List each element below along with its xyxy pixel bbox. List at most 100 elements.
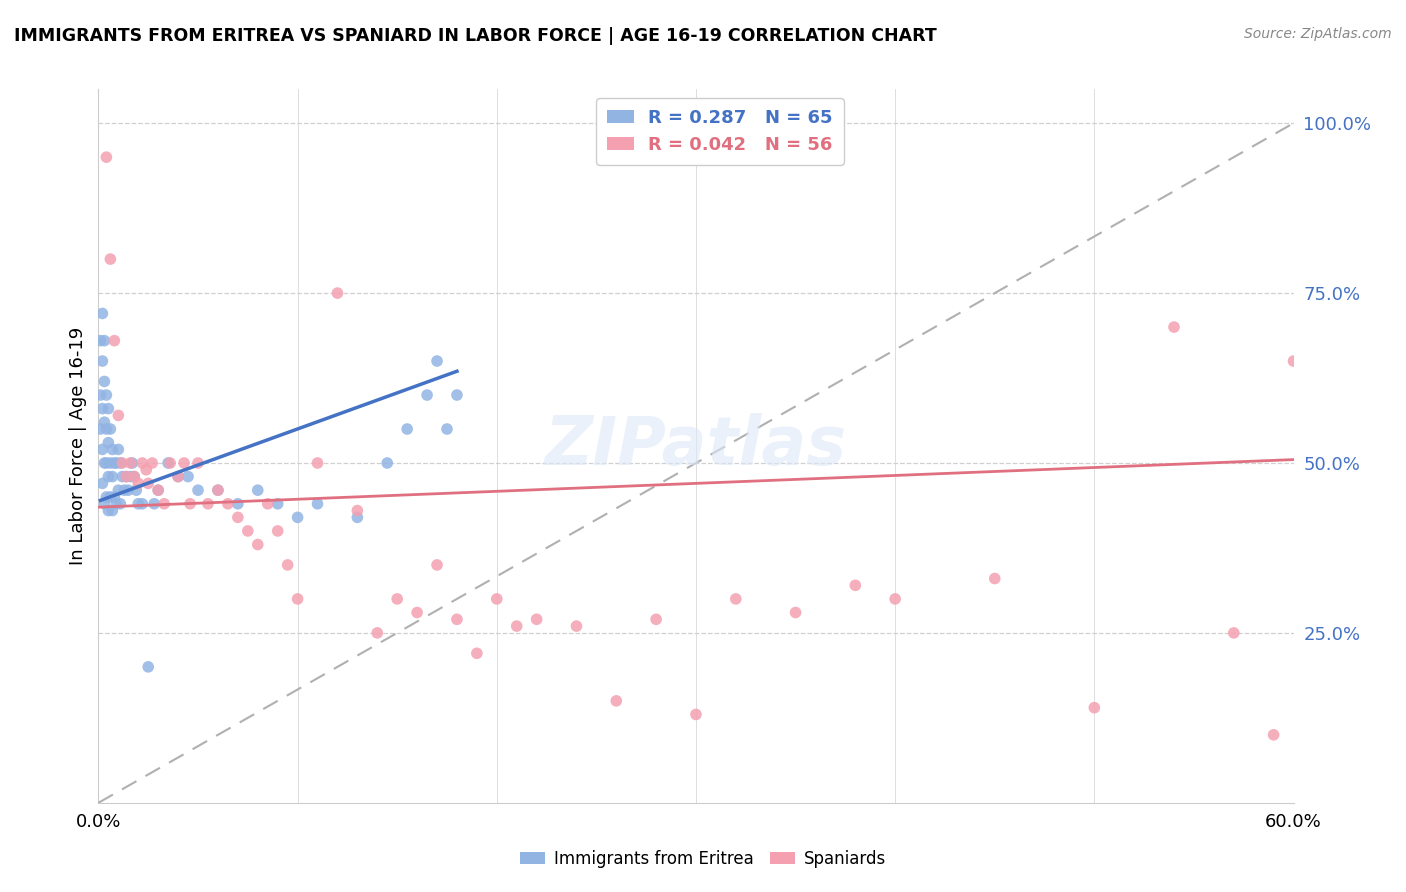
Point [107, 409, 129, 423]
Point [97, 503, 120, 517]
Point [506, 619, 529, 633]
Point [101, 469, 124, 483]
Point [141, 456, 163, 470]
Point [96, 388, 118, 402]
Point [267, 524, 290, 538]
Point [98, 456, 122, 470]
Point [217, 497, 239, 511]
Point [120, 456, 142, 470]
Point [167, 469, 190, 483]
Point [187, 456, 209, 470]
Point [226, 510, 249, 524]
Point [93, 375, 115, 389]
Point [446, 388, 468, 402]
Point [187, 483, 209, 498]
Point [307, 456, 329, 470]
Point [1163, 320, 1185, 334]
Point [101, 503, 124, 517]
Point [287, 510, 309, 524]
Point [111, 469, 134, 483]
Point [89, 422, 111, 436]
Point [157, 456, 180, 470]
Point [93, 415, 115, 429]
Point [96, 150, 118, 164]
Point [97, 469, 120, 483]
Point [685, 707, 707, 722]
Point [983, 572, 1005, 586]
Point [98, 252, 122, 266]
Point [1083, 700, 1105, 714]
Text: ZIPatlas: ZIPatlas [546, 413, 846, 479]
Point [366, 626, 388, 640]
Point [226, 497, 249, 511]
Point [96, 490, 118, 504]
Point [105, 497, 128, 511]
Point [124, 469, 146, 483]
Point [246, 483, 269, 498]
Point [143, 497, 166, 511]
Point [89, 334, 111, 348]
Point [406, 606, 429, 620]
Point [446, 612, 468, 626]
Point [117, 483, 139, 498]
Point [207, 483, 229, 498]
Point [115, 469, 138, 483]
Point [91, 442, 114, 457]
Point [605, 694, 627, 708]
Point [565, 619, 588, 633]
Point [436, 422, 458, 436]
Point [97, 401, 120, 416]
Point [93, 456, 115, 470]
Point [96, 456, 118, 470]
Point [97, 435, 120, 450]
Point [91, 401, 114, 416]
Point [103, 334, 125, 348]
Point [485, 591, 508, 606]
Text: Source: ZipAtlas.com: Source: ZipAtlas.com [1244, 27, 1392, 41]
Point [426, 558, 449, 572]
Point [135, 463, 157, 477]
Point [121, 456, 143, 470]
Point [131, 497, 153, 511]
Point [173, 456, 195, 470]
Point [307, 497, 329, 511]
Point [197, 497, 219, 511]
Point [148, 483, 170, 498]
Point [107, 442, 129, 457]
Point [267, 497, 290, 511]
Point [645, 612, 668, 626]
Point [91, 476, 114, 491]
Point [153, 497, 176, 511]
Point [1263, 728, 1285, 742]
Point [167, 469, 190, 483]
Point [277, 558, 299, 572]
Point [125, 483, 148, 498]
Point [98, 490, 122, 504]
Point [107, 483, 129, 498]
Point [103, 456, 125, 470]
Legend: R = 0.287   N = 65, R = 0.042   N = 56: R = 0.287 N = 65, R = 0.042 N = 56 [596, 98, 844, 165]
Point [346, 503, 368, 517]
Point [396, 422, 419, 436]
Point [93, 334, 115, 348]
Point [256, 497, 278, 511]
Point [131, 456, 153, 470]
Point [179, 497, 201, 511]
Point [207, 483, 229, 498]
Point [159, 456, 181, 470]
Point [416, 388, 439, 402]
Point [120, 469, 142, 483]
Point [101, 442, 124, 457]
Point [236, 524, 259, 538]
Point [346, 510, 368, 524]
Point [1222, 626, 1246, 640]
Point [103, 490, 125, 504]
Point [246, 537, 269, 551]
Point [89, 388, 111, 402]
Point [785, 606, 807, 620]
Point [115, 469, 138, 483]
Point [136, 476, 159, 491]
Point [91, 306, 114, 320]
Legend: Immigrants from Eritrea, Spaniards: Immigrants from Eritrea, Spaniards [513, 844, 893, 875]
Point [105, 456, 128, 470]
